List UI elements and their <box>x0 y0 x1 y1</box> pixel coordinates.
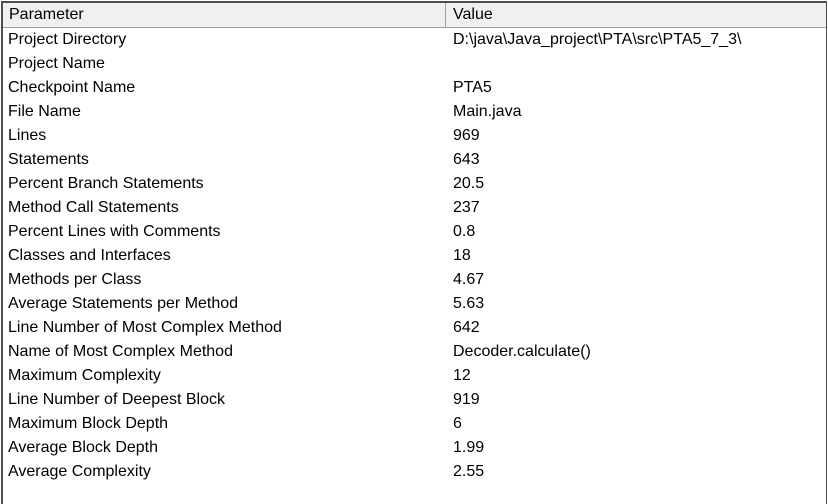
parameter-cell: Project Name <box>8 55 105 72</box>
value-cell: D:\java\Java_project\PTA\src\PTA5_7_3\ <box>453 31 742 48</box>
value-cell: 1.99 <box>453 439 485 456</box>
value-cell: 12 <box>453 367 471 384</box>
value-cell: 5.63 <box>453 295 485 312</box>
table-row[interactable]: Lines 969 <box>3 124 826 148</box>
table-row[interactable]: Statements 643 <box>3 148 826 172</box>
table-body: Project Directory D:\java\Java_project\P… <box>3 28 826 484</box>
table-row[interactable]: Average Complexity 2.55 <box>3 460 826 484</box>
value-cell: 0.8 <box>453 223 476 240</box>
column-header-value[interactable]: Value <box>453 6 493 23</box>
value-cell: Main.java <box>453 103 522 120</box>
parameter-cell: Percent Branch Statements <box>8 175 204 192</box>
table-row[interactable]: Checkpoint Name PTA5 <box>3 76 826 100</box>
value-cell: 4.67 <box>453 271 485 288</box>
parameter-cell: Statements <box>8 151 89 168</box>
parameter-cell: Average Block Depth <box>8 439 159 456</box>
table-row[interactable]: Average Statements per Method 5.63 <box>3 292 826 316</box>
table-row[interactable]: Line Number of Most Complex Method 642 <box>3 316 826 340</box>
value-cell: 642 <box>453 319 480 336</box>
value-cell: Decoder.calculate() <box>453 343 591 360</box>
value-cell: 20.5 <box>453 175 485 192</box>
table-row[interactable]: Maximum Complexity 12 <box>3 364 826 388</box>
value-cell: 643 <box>453 151 480 168</box>
value-cell <box>446 52 826 76</box>
value-cell: 237 <box>453 199 480 216</box>
parameter-cell: Average Statements per Method <box>8 295 239 312</box>
parameter-cell: Percent Lines with Comments <box>8 223 221 240</box>
value-cell: 18 <box>453 247 471 264</box>
table-row[interactable]: Classes and Interfaces 18 <box>3 244 826 268</box>
value-cell: PTA5 <box>453 79 492 96</box>
table-row[interactable]: Project Directory D:\java\Java_project\P… <box>3 28 826 52</box>
parameter-cell: Lines <box>8 127 47 144</box>
table-row[interactable]: Method Call Statements 237 <box>3 196 826 220</box>
parameter-cell: Methods per Class <box>8 271 142 288</box>
value-cell: 2.55 <box>453 463 485 480</box>
table-row[interactable]: Percent Branch Statements 20.5 <box>3 172 826 196</box>
value-cell: 969 <box>453 127 480 144</box>
parameter-cell: Checkpoint Name <box>8 79 136 96</box>
table-row[interactable]: File Name Main.java <box>3 100 826 124</box>
parameter-cell: Line Number of Most Complex Method <box>8 319 282 336</box>
column-header-parameter[interactable]: Parameter <box>3 3 446 27</box>
table-row[interactable]: Project Name <box>3 52 826 76</box>
parameter-cell: Method Call Statements <box>8 199 179 216</box>
parameter-cell: File Name <box>8 103 81 120</box>
value-cell: 919 <box>453 391 480 408</box>
table-header: Parameter Value <box>3 3 826 28</box>
table-row[interactable]: Percent Lines with Comments 0.8 <box>3 220 826 244</box>
parameter-cell: Line Number of Deepest Block <box>8 391 225 408</box>
table-row[interactable]: Line Number of Deepest Block 919 <box>3 388 826 412</box>
table-row[interactable]: Average Block Depth 1.99 <box>3 436 826 460</box>
parameter-cell: Maximum Complexity <box>8 367 161 384</box>
parameter-cell: Classes and Interfaces <box>8 247 171 264</box>
parameter-cell: Project Directory <box>8 31 127 48</box>
value-cell: 6 <box>453 415 462 432</box>
table-row[interactable]: Methods per Class 4.67 <box>3 268 826 292</box>
parameter-cell: Average Complexity <box>8 463 151 480</box>
parameter-cell: Name of Most Complex Method <box>8 343 233 360</box>
table-row[interactable]: Name of Most Complex Method Decoder.calc… <box>3 340 826 364</box>
parameter-cell: Maximum Block Depth <box>8 415 169 432</box>
table-row[interactable]: Maximum Block Depth 6 <box>3 412 826 436</box>
